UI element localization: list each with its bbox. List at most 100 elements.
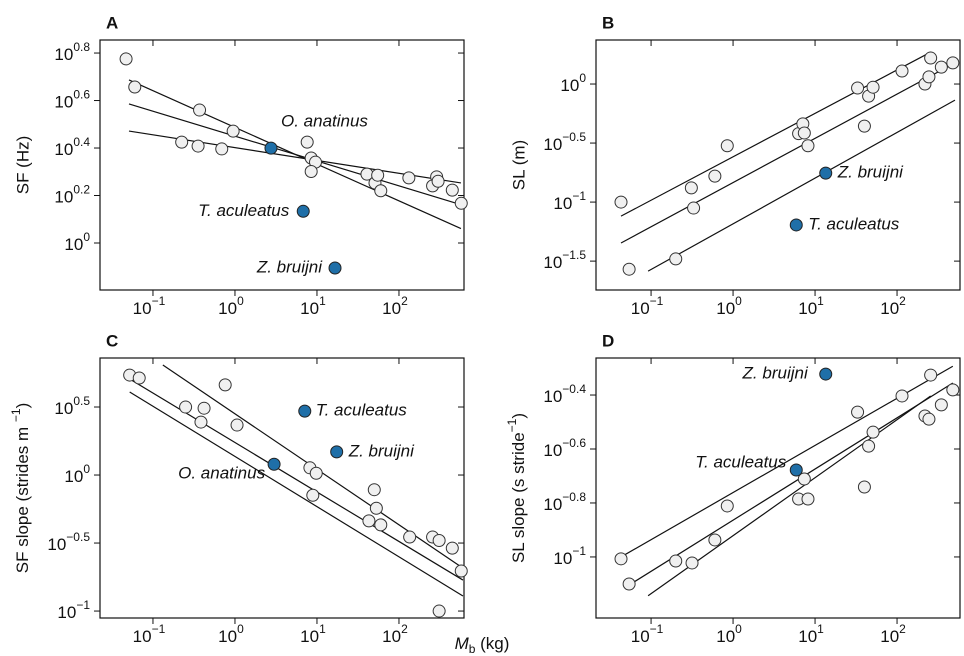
species-label: O. anatinus	[178, 464, 265, 483]
x-tick-label-base: 10	[300, 299, 319, 318]
data-point	[685, 556, 699, 570]
x-tick-label-base: 10	[631, 627, 650, 646]
y-tick-label: 10−0.6	[543, 436, 586, 460]
x-label-symbol: M	[455, 634, 470, 653]
y-tick-label: 10−1	[553, 189, 586, 213]
y-label-text: SL slope (s stride	[509, 432, 528, 563]
fit-line	[620, 51, 932, 217]
data-point	[622, 262, 636, 276]
y-tick-label-base: 10	[64, 468, 83, 487]
y-tick-label: 100.5	[54, 394, 90, 418]
y-tick-label-base: 10	[543, 136, 562, 155]
species-label: Z. bruijni	[348, 441, 415, 460]
y-tick-label-exponent: −0.5	[66, 530, 90, 544]
data-point	[669, 252, 683, 266]
x-tick-label-exponent: 0	[237, 294, 244, 308]
x-tick-label-base: 10	[382, 299, 401, 318]
data-point	[797, 472, 811, 486]
y-label-exponent: −1	[9, 408, 23, 422]
x-tick-label: 101	[300, 294, 326, 318]
data-point	[454, 196, 468, 210]
data-point	[851, 81, 865, 95]
data-point	[614, 552, 628, 566]
y-tick-label-base: 10	[553, 549, 572, 568]
data-point	[374, 184, 388, 198]
x-tick-label: 10−1	[133, 294, 166, 318]
data-point	[191, 139, 205, 153]
data-point	[179, 400, 193, 414]
y-axis-label: SF slope (strides m −1)	[9, 403, 32, 574]
y-tick-label-base: 10	[543, 495, 562, 514]
highlight-point	[264, 141, 278, 155]
highlight-point	[819, 166, 833, 180]
species-label: Z. bruijni	[837, 163, 904, 182]
x-tick-label-exponent: 0	[735, 622, 742, 636]
data-point	[934, 60, 948, 74]
data-point	[857, 119, 871, 133]
data-point	[445, 541, 459, 555]
y-label-exponent: −1	[505, 418, 519, 432]
y-tick-label-exponent: 0.6	[73, 88, 90, 102]
y-tick-label-base: 10	[64, 235, 83, 254]
species-label: T. aculeatus	[695, 452, 787, 471]
x-tick-label: 10−1	[133, 622, 166, 646]
x-tick-label: 100	[716, 294, 742, 318]
x-tick-label-exponent: 0	[237, 622, 244, 636]
y-tick-label-base: 10	[560, 77, 579, 96]
y-tick-label: 10−1.5	[543, 248, 586, 272]
y-tick-label-exponent: −0.6	[562, 436, 586, 450]
data-point	[403, 530, 417, 544]
y-label-text: SF slope (strides m	[13, 422, 32, 573]
y-tick-label: 10−1	[553, 544, 586, 568]
x-tick-label: 100	[218, 622, 244, 646]
y-tick-label: 100	[64, 462, 90, 486]
y-tick-label-base: 10	[54, 399, 73, 418]
data-point	[687, 201, 701, 215]
x-tick-label-base: 10	[716, 627, 735, 646]
fit-line	[628, 382, 954, 586]
x-tick-label-base: 10	[133, 627, 152, 646]
y-tick-label-exponent: 0.5	[73, 394, 90, 408]
y-tick-label-exponent: 0.4	[73, 135, 90, 149]
fit-line	[620, 62, 956, 244]
data-point	[369, 501, 383, 515]
data-point	[226, 124, 240, 138]
y-tick-label-exponent: −1	[76, 598, 90, 612]
x-tick-label-exponent: 1	[319, 294, 326, 308]
data-point	[862, 439, 876, 453]
data-point	[922, 412, 936, 426]
x-tick-label-exponent: −1	[650, 622, 664, 636]
plot-frame	[99, 357, 465, 619]
y-tick-label-exponent: 0	[83, 230, 90, 244]
y-tick-label-base: 10	[543, 254, 562, 273]
data-point	[934, 398, 948, 412]
x-tick-label: 100	[218, 294, 244, 318]
data-point	[300, 135, 314, 149]
x-tick-label: 101	[798, 622, 824, 646]
fit-line	[129, 391, 464, 597]
y-tick-label-base: 10	[54, 188, 73, 207]
data-point	[218, 378, 232, 392]
data-point	[895, 389, 909, 403]
y-tick-label: 10−0.4	[543, 382, 586, 406]
highlight-point	[330, 445, 344, 459]
y-axis-label: SF (Hz)	[13, 136, 32, 195]
data-point	[720, 139, 734, 153]
x-tick-label: 10−1	[631, 294, 664, 318]
species-label: T. aculeatus	[316, 401, 408, 420]
species-label: T. aculeatus	[198, 201, 290, 220]
data-point	[119, 52, 133, 66]
data-point	[866, 425, 880, 439]
y-label-tail: )	[13, 403, 32, 409]
x-tick-label-base: 10	[300, 627, 319, 646]
x-tick-label: 102	[382, 294, 408, 318]
species-label: Z. bruijni	[742, 364, 809, 383]
data-point	[431, 174, 445, 188]
data-point	[128, 80, 142, 94]
plot-frame	[99, 39, 465, 291]
x-tick-label-exponent: −1	[152, 294, 166, 308]
plot-frame	[595, 39, 961, 291]
data-point	[622, 577, 636, 591]
data-point	[309, 466, 323, 480]
highlight-point	[296, 204, 310, 218]
